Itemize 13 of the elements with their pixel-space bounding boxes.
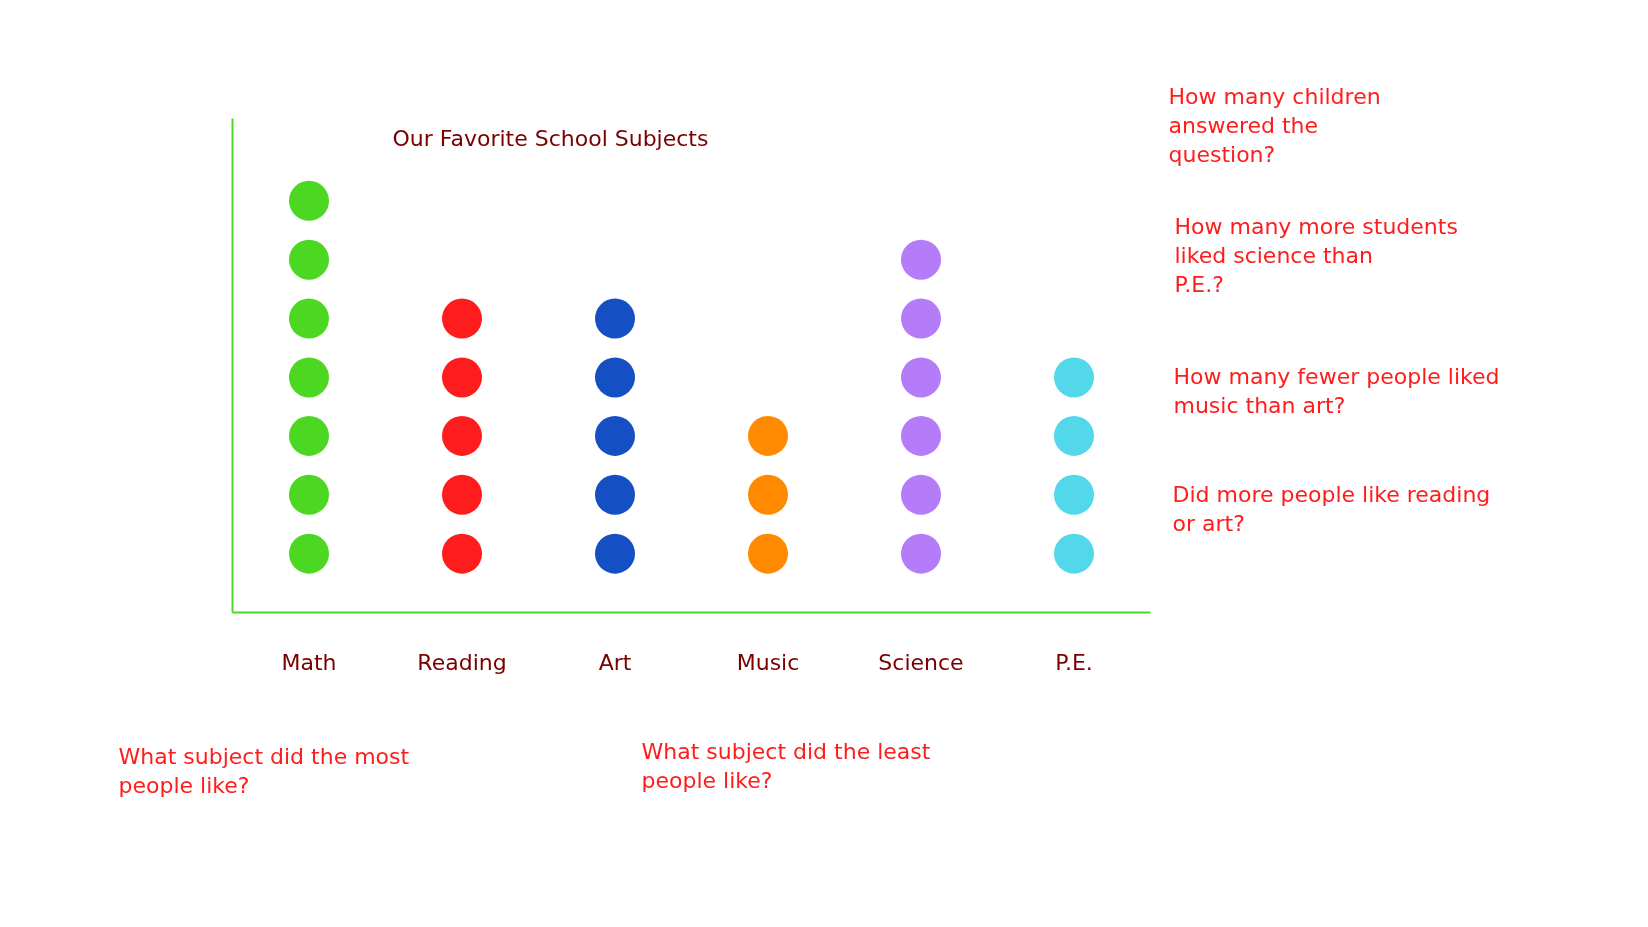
x-tick-label: Art — [598, 650, 632, 675]
chart-title: Our Favorite School Subjects — [392, 126, 709, 151]
text: How many children answered the question? — [1168, 84, 1381, 167]
text: What subject did the least people like? — [641, 739, 931, 793]
x-tick-label: Science — [878, 650, 964, 675]
x-tick-label: Reading — [417, 650, 507, 675]
text: Did more people like reading or art? — [1172, 482, 1491, 536]
text: What subject did the most people like? — [118, 744, 410, 798]
x-tick-label: Math — [281, 650, 337, 675]
x-tick-label: P.E. — [1055, 650, 1093, 675]
text: How many more students liked science than P.E.? — [1174, 214, 1458, 297]
text: How many fewer people liked music than art? — [1173, 364, 1500, 418]
x-tick-label: Music — [736, 650, 800, 675]
